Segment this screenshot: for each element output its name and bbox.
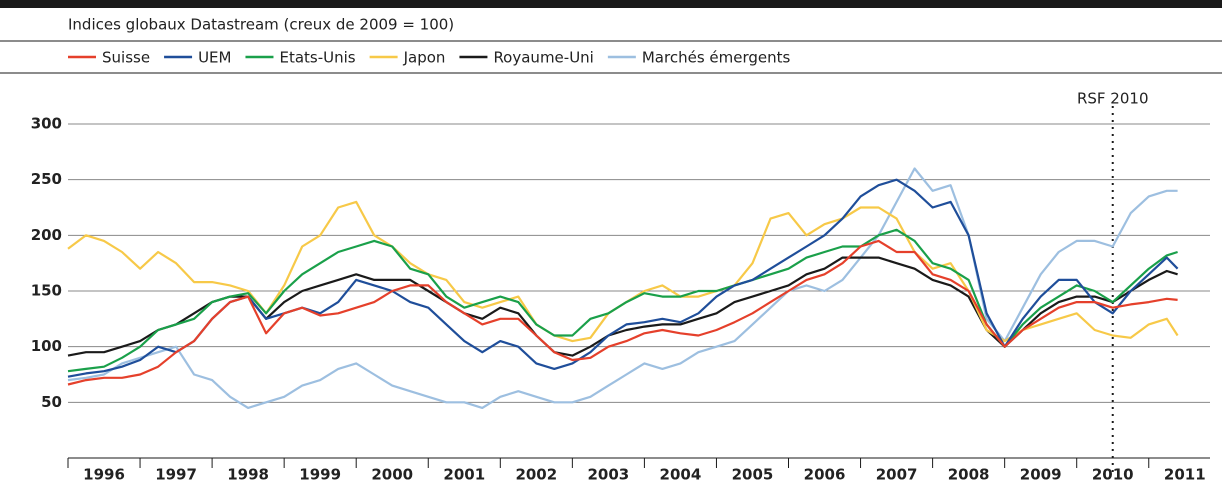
legend-label: Suisse (102, 49, 150, 67)
y-tick-label: 150 (31, 282, 62, 300)
x-tick-label: 2003 (588, 466, 630, 484)
x-tick-label: 2007 (876, 466, 918, 484)
series-line (67, 239, 1178, 386)
legend-label: Etats-Unis (279, 49, 355, 67)
x-tick-label: 2005 (732, 466, 774, 484)
top-bar (0, 0, 1222, 8)
y-tick-label: 50 (41, 393, 62, 411)
chart-subtitle: Indices globaux Datastream (creux de 200… (68, 16, 454, 34)
y-tick-label: 250 (31, 170, 62, 188)
x-tick-label: 2009 (1020, 466, 1062, 484)
x-tick-label: 2004 (660, 466, 702, 484)
legend-label: Marchés émergents (642, 49, 791, 67)
x-tick-label: 2011 (1164, 466, 1206, 484)
x-tick-label: 2006 (804, 466, 846, 484)
x-tick-label: 2000 (371, 466, 413, 484)
series-line (67, 167, 1178, 409)
annotation-label: RSF 2010 (1077, 90, 1149, 108)
x-tick-label: 1996 (83, 466, 125, 484)
x-tick-label: 2002 (515, 466, 557, 484)
x-tick-label: 2010 (1092, 466, 1134, 484)
legend: Suisse UEM Etats-Unis Japon Royaume-Uni March… (68, 49, 791, 67)
y-tick-label: 300 (31, 115, 62, 133)
x-tick-label: 1997 (155, 466, 197, 484)
x-tick-label: 1998 (227, 466, 269, 484)
x-tick-label: 2001 (443, 466, 485, 484)
series-line (67, 178, 1179, 378)
x-tick-label: 2008 (948, 466, 990, 484)
series-line (67, 200, 1179, 343)
y-tick-label: 200 (31, 226, 62, 244)
legend-label: Japon (403, 49, 446, 67)
legend-label: Royaume-Uni (493, 49, 593, 67)
y-tick-label: 100 (31, 337, 62, 355)
legend-label: UEM (198, 49, 231, 67)
x-tick-label: 1999 (299, 466, 341, 484)
